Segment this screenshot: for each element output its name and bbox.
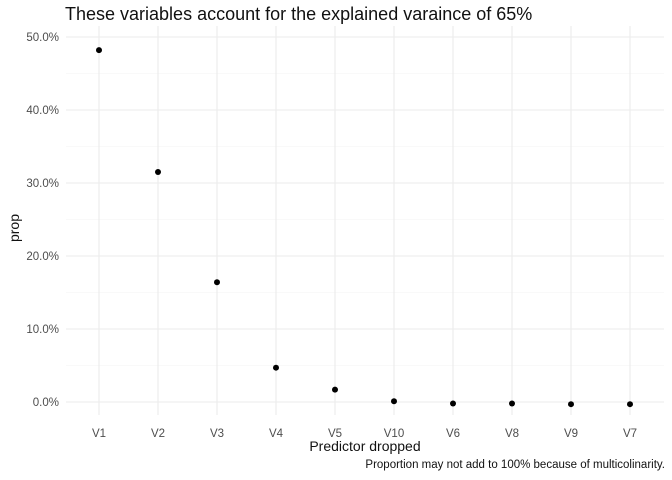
x-axis-label: Predictor dropped [309, 438, 421, 454]
data-point [155, 169, 161, 176]
data-point [568, 401, 574, 408]
x-tick-label: V5 [328, 428, 342, 440]
x-tick-label: V4 [269, 428, 284, 440]
chart-caption: Proportion may not add to 100% because o… [365, 459, 665, 471]
x-tick-label: V6 [446, 428, 460, 440]
y-tick-label: 40.0% [26, 105, 59, 117]
data-point [96, 47, 102, 54]
y-tick-label: 0.0% [33, 397, 59, 409]
data-point [273, 364, 279, 371]
data-point [450, 400, 456, 407]
y-tick-label: 30.0% [26, 178, 59, 190]
x-tick-label: V3 [210, 428, 224, 440]
x-tick-label: V7 [623, 428, 637, 440]
y-axis-label: prop [6, 213, 22, 243]
x-tick-label: V10 [384, 428, 404, 440]
x-tick-label: V8 [505, 428, 519, 440]
x-tick-label: V2 [151, 428, 165, 440]
data-point [509, 400, 515, 407]
chart-title: These variables account for the explaine… [65, 4, 533, 24]
y-tick-label: 10.0% [26, 324, 59, 336]
y-tick-label: 50.0% [26, 32, 59, 44]
data-point [391, 398, 397, 405]
data-point [627, 401, 633, 408]
x-tick-label: V9 [564, 428, 578, 440]
data-point [214, 279, 220, 286]
x-tick-label: V1 [92, 428, 106, 440]
y-tick-label: 20.0% [26, 251, 59, 263]
data-point [332, 386, 338, 393]
